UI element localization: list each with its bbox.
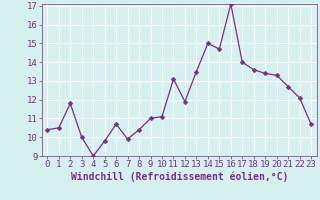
X-axis label: Windchill (Refroidissement éolien,°C): Windchill (Refroidissement éolien,°C) <box>70 172 288 182</box>
